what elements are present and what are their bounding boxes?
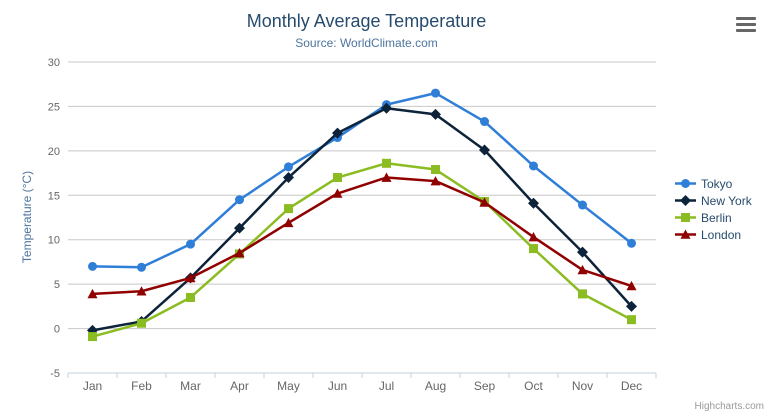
y-tick-label: 15 xyxy=(48,190,60,202)
legend-label-london: London xyxy=(701,227,742,242)
y-tick-label: 20 xyxy=(48,146,60,158)
x-tick-label: Jan xyxy=(83,379,102,393)
y-tick-label: 0 xyxy=(54,324,60,336)
data-point-new-york[interactable] xyxy=(479,144,490,156)
data-point-tokyo[interactable] xyxy=(88,261,97,271)
data-point-new-york[interactable] xyxy=(283,172,294,184)
data-point-tokyo[interactable] xyxy=(235,195,244,205)
data-point-london[interactable] xyxy=(626,280,637,291)
legend-item-tokyo[interactable]: Tokyo xyxy=(675,175,752,192)
hamburger-menu-icon xyxy=(736,29,756,32)
data-point-london[interactable] xyxy=(479,197,490,207)
y-tick-label: -5 xyxy=(50,368,60,380)
x-tick-label: Jun xyxy=(328,379,347,393)
y-tick-label: 10 xyxy=(48,235,60,247)
series-line-london[interactable] xyxy=(91,176,633,296)
export-menu-button[interactable] xyxy=(734,16,758,33)
legend-item-new-york[interactable]: New York xyxy=(675,192,752,209)
x-tick-label: May xyxy=(277,379,300,393)
data-point-london[interactable] xyxy=(185,272,196,283)
data-point-london[interactable] xyxy=(283,217,294,228)
data-point-berlin[interactable] xyxy=(333,173,342,183)
data-point-tokyo[interactable] xyxy=(431,88,440,98)
data-point-tokyo[interactable] xyxy=(529,161,538,171)
data-point-new-york[interactable] xyxy=(332,127,343,139)
hamburger-menu-icon xyxy=(736,17,756,20)
data-point-london[interactable] xyxy=(234,248,245,258)
data-point-tokyo[interactable] xyxy=(186,239,195,249)
legend: Tokyo New York Berlin London xyxy=(675,175,752,243)
credits-link[interactable]: Highcharts.com xyxy=(694,401,764,412)
series-line-new-york[interactable] xyxy=(91,106,633,332)
data-point-london[interactable] xyxy=(87,288,98,299)
data-point-new-york[interactable] xyxy=(430,108,441,120)
data-point-berlin[interactable] xyxy=(627,315,636,325)
data-point-tokyo[interactable] xyxy=(627,238,636,248)
data-point-new-york[interactable] xyxy=(381,102,392,114)
data-point-berlin[interactable] xyxy=(529,244,538,254)
y-tick-label: 30 xyxy=(48,57,60,69)
data-point-london[interactable] xyxy=(577,264,588,275)
data-point-tokyo[interactable] xyxy=(284,162,293,172)
data-point-london[interactable] xyxy=(332,188,343,198)
data-point-tokyo[interactable] xyxy=(137,262,146,272)
x-tick-label: Feb xyxy=(131,379,152,393)
x-tick-label: Sep xyxy=(474,379,496,393)
data-point-berlin[interactable] xyxy=(88,332,97,342)
data-point-berlin[interactable] xyxy=(284,204,293,214)
triangle-marker-icon xyxy=(675,229,696,239)
y-tick-label: 5 xyxy=(54,279,60,291)
x-tick-label: Mar xyxy=(180,379,201,393)
data-point-new-york[interactable] xyxy=(626,300,637,312)
data-point-new-york[interactable] xyxy=(234,222,245,234)
legend-label-tokyo: Tokyo xyxy=(701,176,733,191)
data-point-tokyo[interactable] xyxy=(578,200,587,210)
data-point-berlin[interactable] xyxy=(578,289,587,299)
chart-title: Monthly Average Temperature xyxy=(246,11,487,31)
data-point-new-york[interactable] xyxy=(577,246,588,258)
y-axis-title: Temperature (°C) xyxy=(20,170,34,264)
hamburger-menu-icon xyxy=(736,23,756,26)
x-tick-label: Oct xyxy=(524,379,543,393)
data-point-london[interactable] xyxy=(430,176,441,186)
x-tick-label: Jul xyxy=(379,379,394,393)
data-point-berlin[interactable] xyxy=(431,165,440,175)
legend-label-new-york: New York xyxy=(701,193,752,208)
y-tick-label: 25 xyxy=(48,101,60,113)
x-tick-label: Apr xyxy=(230,379,249,393)
x-tick-label: Aug xyxy=(425,379,446,393)
circle-marker-icon xyxy=(675,179,696,188)
data-point-new-york[interactable] xyxy=(528,197,539,209)
chart-subtitle: Source: WorldClimate.com xyxy=(295,36,438,50)
square-marker-icon xyxy=(675,213,696,222)
series-line-berlin[interactable] xyxy=(91,162,633,338)
series-line-tokyo[interactable] xyxy=(91,91,633,269)
legend-label-berlin: Berlin xyxy=(701,210,732,225)
x-tick-label: Nov xyxy=(572,379,593,393)
data-point-berlin[interactable] xyxy=(382,158,391,168)
data-point-london[interactable] xyxy=(136,286,147,296)
data-point-berlin[interactable] xyxy=(137,318,146,328)
data-point-berlin[interactable] xyxy=(186,292,195,302)
data-point-london[interactable] xyxy=(381,172,392,182)
data-point-tokyo[interactable] xyxy=(480,117,489,127)
legend-item-london[interactable]: London xyxy=(675,226,752,243)
data-point-london[interactable] xyxy=(528,232,539,242)
legend-item-berlin[interactable]: Berlin xyxy=(675,209,752,226)
x-tick-label: Dec xyxy=(621,379,642,393)
diamond-marker-icon xyxy=(675,195,696,206)
